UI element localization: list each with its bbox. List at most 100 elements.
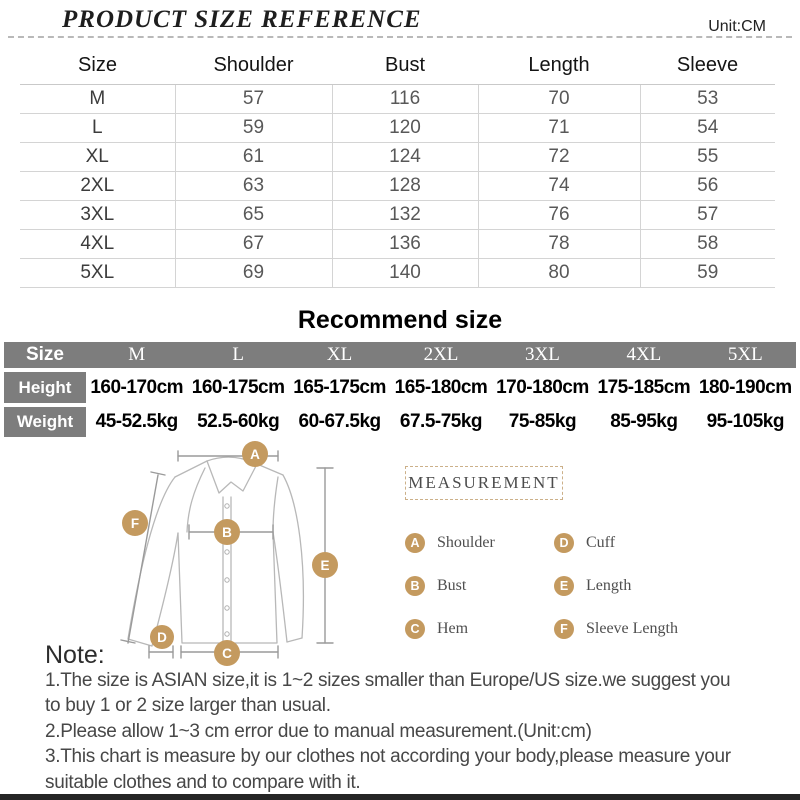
legend-label: Sleeve Length (586, 620, 678, 637)
table-cell: 61 (174, 142, 332, 172)
table-cell: 59 (174, 113, 332, 143)
table-cell: L (20, 113, 175, 143)
weight-cell: 75-85kg (508, 411, 577, 432)
legend-label: Cuff (586, 534, 616, 551)
table-cell: 59 (639, 258, 775, 288)
recommend-header-cell: 5XL (694, 342, 796, 368)
measurement-box-title: MEASUREMENT (405, 466, 563, 500)
marker-b: B (222, 525, 232, 540)
table-row: 3XL 65 132 76 57 (20, 200, 775, 230)
table-row: 4XL 67 136 78 58 (20, 229, 775, 259)
table-row: 2XL 63 128 74 56 (20, 171, 775, 201)
weight-cell: 67.5-75kg (399, 411, 483, 432)
page-title: PRODUCT SIZE REFERENCE (62, 6, 422, 33)
table-cell: 80 (477, 258, 640, 288)
letter-badge-e: E (554, 576, 574, 596)
note-title: Note: (45, 641, 105, 669)
note-text: 1.The size is ASIAN size,it is 1~2 sizes… (45, 668, 797, 795)
height-cell: 160-175cm (191, 376, 285, 398)
table-cell: 53 (639, 84, 775, 114)
height-cell: 170-180cm (496, 376, 589, 398)
letter-badge-c: C (405, 619, 425, 639)
note-line: suitable clothes and to compare with it. (45, 771, 361, 793)
table-cell: XL (20, 142, 175, 172)
table-row: XL 61 124 72 55 (20, 142, 775, 172)
table-cell: 132 (331, 200, 478, 230)
table-cell: 72 (477, 142, 640, 172)
table-cell: 63 (174, 171, 332, 201)
table-cell: 54 (639, 113, 775, 143)
table-cell: 76 (477, 200, 640, 230)
note-line: 3.This chart is measure by our clothes n… (45, 746, 731, 768)
legend-item-length: E Length (554, 576, 678, 596)
note-line: 1.The size is ASIAN size,it is 1~2 sizes… (45, 670, 731, 691)
column-header-size: Size (20, 48, 175, 85)
table-cell: 4XL (20, 229, 175, 259)
letter-badge-a: A (405, 533, 425, 553)
table-cell: 124 (331, 142, 478, 172)
height-row-label: Height (4, 372, 86, 403)
table-cell: 140 (331, 258, 478, 288)
table-cell: 57 (639, 200, 775, 230)
table-cell: 67 (174, 229, 332, 259)
note-line: to buy 1 or 2 size larger than usual. (45, 695, 331, 717)
shirt-buttons (224, 503, 230, 637)
recommend-header-cell: 2XL (390, 342, 492, 368)
height-cell: 180-190cm (698, 376, 792, 398)
size-table-header-row: Size Shoulder Bust Length Sleeve (20, 48, 775, 85)
table-cell: 3XL (20, 200, 175, 230)
table-cell: 136 (331, 229, 478, 259)
legend-label: Hem (437, 620, 469, 637)
height-cell: 160-170cm (90, 376, 184, 398)
weight-cell: 45-52.5kg (95, 411, 179, 432)
legend-item-sleeve-length: F Sleeve Length (554, 619, 678, 639)
legend-label: Length (586, 577, 632, 594)
recommend-header-cell: XL (288, 342, 391, 368)
table-cell: M (20, 84, 175, 114)
weight-cell: 85-95kg (610, 411, 678, 432)
recommend-header-cell: M (86, 342, 188, 368)
table-cell: 78 (477, 229, 640, 259)
legend-label: Bust (437, 577, 467, 594)
weight-cell: 95-105kg (706, 411, 785, 432)
table-cell: 65 (174, 200, 332, 230)
table-cell: 57 (174, 84, 332, 114)
legend-column-right: D Cuff E Length F Sleeve Length (554, 533, 678, 639)
size-table: Size Shoulder Bust Length Sleeve M 57 11… (20, 48, 775, 288)
dashed-divider (8, 36, 792, 38)
legend-item-shoulder: A Shoulder (405, 533, 495, 553)
recommend-header-size: Size (4, 342, 86, 368)
table-cell: 69 (174, 258, 332, 288)
letter-badge-b: B (405, 576, 425, 596)
table-cell: 116 (331, 84, 478, 114)
unit-label: Unit:CM (708, 18, 766, 35)
table-row: M 57 116 70 53 (20, 84, 775, 114)
legend-item-bust: B Bust (405, 576, 495, 596)
recommend-size-table: Size M L XL 2XL 3XL 4XL 5XL Height 160-1… (4, 342, 796, 437)
table-cell: 74 (477, 171, 640, 201)
legend-column-left: A Shoulder B Bust C Hem (405, 533, 495, 639)
column-header-sleeve: Sleeve (640, 48, 775, 85)
legend-label: Shoulder (437, 534, 495, 551)
note-line: 2.Please allow 1~3 cm error due to manua… (45, 720, 592, 742)
column-header-length: Length (478, 48, 640, 85)
recommend-size-title: Recommend size (297, 306, 503, 334)
bottom-bar (0, 794, 800, 800)
letter-badge-d: D (554, 533, 574, 553)
marker-a: A (250, 447, 260, 462)
letter-badge-f: F (554, 619, 574, 639)
column-header-shoulder: Shoulder (175, 48, 332, 85)
table-cell: 71 (477, 113, 640, 143)
table-row: 5XL 69 140 80 59 (20, 258, 775, 288)
marker-f: F (131, 516, 139, 531)
table-cell: 128 (331, 171, 478, 201)
height-cell: 165-175cm (293, 376, 386, 398)
shirt-diagram: A B C D E F (120, 441, 338, 666)
recommend-header-cell: 4XL (593, 342, 695, 368)
recommend-header-cell: L (187, 342, 289, 368)
recommend-header-cell: 3XL (491, 342, 594, 368)
shirt-outline (127, 456, 304, 647)
weight-cell: 60-67.5kg (298, 411, 382, 432)
marker-d: D (157, 630, 167, 645)
